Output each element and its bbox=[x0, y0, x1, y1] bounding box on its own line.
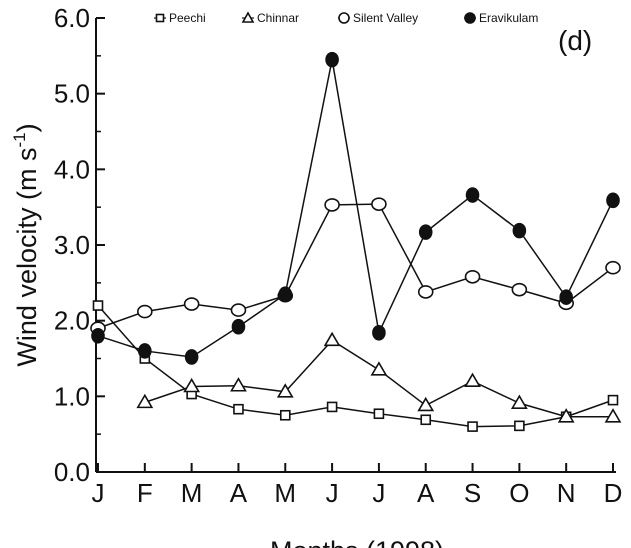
data-point-silent-valley bbox=[605, 260, 621, 275]
data-point-chinnar bbox=[276, 383, 294, 398]
x-tick-label: A bbox=[417, 478, 435, 508]
data-point-silent-valley bbox=[371, 197, 387, 211]
data-point-eravikulam bbox=[231, 318, 246, 335]
data-point-eravikulam bbox=[184, 349, 199, 365]
data-point-eravikulam bbox=[606, 192, 620, 209]
data-point-eravikulam bbox=[325, 51, 339, 68]
data-point-peechi bbox=[279, 409, 291, 421]
series-line-chinnar bbox=[144, 339, 613, 418]
data-point-eravikulam bbox=[559, 289, 573, 306]
data-point-peechi bbox=[326, 401, 338, 413]
series-eravikulam bbox=[91, 51, 620, 365]
series-line-eravikulam bbox=[97, 59, 614, 358]
panel-label: (d) bbox=[558, 25, 592, 56]
y-axis-title-unit-exponent: -1 bbox=[10, 132, 29, 147]
data-point-chinnar bbox=[323, 331, 341, 347]
y-tick-label: 6.0 bbox=[54, 3, 90, 33]
legend-item-eravikulam: Eravikulam bbox=[464, 11, 538, 25]
series-line-peechi bbox=[97, 305, 614, 428]
series-line-silent-valley bbox=[97, 203, 614, 329]
legend-label: Peechi bbox=[169, 11, 206, 25]
data-point-peechi bbox=[467, 421, 478, 432]
legend-marker-eravikulam bbox=[464, 12, 476, 24]
data-point-silent-valley bbox=[511, 282, 528, 297]
x-axis-title: Months (1998) bbox=[270, 536, 444, 548]
data-point-silent-valley bbox=[464, 269, 481, 284]
y-axis-ticks: 0.0 1.0 2.0 3.0 4.0 5.0 6.0 bbox=[54, 3, 105, 487]
legend-marker-silent-valley bbox=[338, 12, 350, 24]
legend-marker-chinnar bbox=[241, 11, 255, 23]
x-tick-label: M bbox=[274, 478, 296, 508]
y-tick-label: 5.0 bbox=[54, 79, 90, 109]
data-point-peechi bbox=[514, 420, 525, 432]
data-point-eravikulam bbox=[278, 286, 293, 302]
y-tick-label: 0.0 bbox=[54, 457, 90, 487]
y-axis-title: Wind velocity (m s-1) bbox=[10, 123, 42, 366]
x-tick-label: J bbox=[326, 478, 339, 508]
data-point-silent-valley bbox=[324, 198, 340, 212]
y-tick-label: 4.0 bbox=[54, 154, 90, 184]
legend-item-peechi: Peechi bbox=[154, 11, 206, 25]
y-tick-label: 2.0 bbox=[54, 306, 90, 336]
data-point-chinnar bbox=[604, 408, 622, 423]
data-point-chinnar bbox=[136, 393, 154, 409]
series-group bbox=[90, 51, 622, 432]
legend-label: Silent Valley bbox=[353, 11, 418, 25]
data-point-eravikulam bbox=[512, 222, 527, 239]
series-peechi bbox=[92, 300, 619, 432]
legend-label: Chinnar bbox=[257, 11, 299, 25]
x-tick-label: D bbox=[604, 478, 623, 508]
x-tick-label: J bbox=[92, 478, 105, 508]
data-point-chinnar bbox=[510, 394, 528, 409]
data-point-silent-valley bbox=[417, 285, 434, 299]
x-tick-label: O bbox=[509, 478, 529, 508]
legend-items: Peechi Chinnar Silent Valley Eravikulam bbox=[154, 11, 538, 25]
x-tick-label: N bbox=[557, 478, 576, 508]
x-tick-label: S bbox=[464, 478, 481, 508]
legend-label: Eravikulam bbox=[479, 11, 538, 25]
y-tick-label: 3.0 bbox=[54, 230, 90, 260]
x-tick-label: M bbox=[181, 478, 203, 508]
axes bbox=[95, 18, 616, 473]
data-point-eravikulam bbox=[465, 187, 480, 203]
legend: Peechi Chinnar Silent Valley Eravikulam bbox=[154, 11, 538, 25]
data-point-eravikulam bbox=[372, 324, 386, 341]
y-tick-label: 1.0 bbox=[54, 381, 90, 411]
data-point-eravikulam bbox=[138, 343, 152, 359]
x-tick-label: A bbox=[230, 478, 248, 508]
legend-item-silent-valley: Silent Valley bbox=[338, 11, 418, 25]
data-point-peechi bbox=[373, 408, 385, 420]
data-point-peechi bbox=[607, 394, 619, 406]
data-point-peechi bbox=[92, 300, 104, 311]
data-point-chinnar bbox=[230, 377, 247, 392]
y-axis-title-main: Wind velocity (m s bbox=[12, 148, 42, 367]
data-point-peechi bbox=[233, 403, 244, 415]
y-axis-title-end: ) bbox=[12, 123, 42, 132]
data-point-silent-valley bbox=[230, 303, 247, 317]
data-point-chinnar bbox=[417, 396, 435, 412]
series-chinnar bbox=[136, 331, 622, 423]
data-point-chinnar bbox=[370, 361, 388, 376]
data-point-silent-valley bbox=[183, 297, 200, 311]
legend-item-chinnar: Chinnar bbox=[241, 11, 299, 25]
legend-marker-peechi bbox=[155, 13, 165, 23]
data-point-chinnar bbox=[464, 372, 481, 388]
x-tick-label: J bbox=[372, 478, 385, 508]
data-point-chinnar bbox=[557, 408, 575, 423]
x-tick-label: F bbox=[137, 478, 153, 508]
data-point-eravikulam bbox=[418, 224, 433, 240]
data-point-silent-valley bbox=[137, 304, 153, 319]
series-silent-valley bbox=[90, 197, 621, 336]
data-point-peechi bbox=[420, 414, 432, 426]
data-point-eravikulam bbox=[91, 327, 105, 344]
data-point-chinnar bbox=[183, 377, 201, 393]
